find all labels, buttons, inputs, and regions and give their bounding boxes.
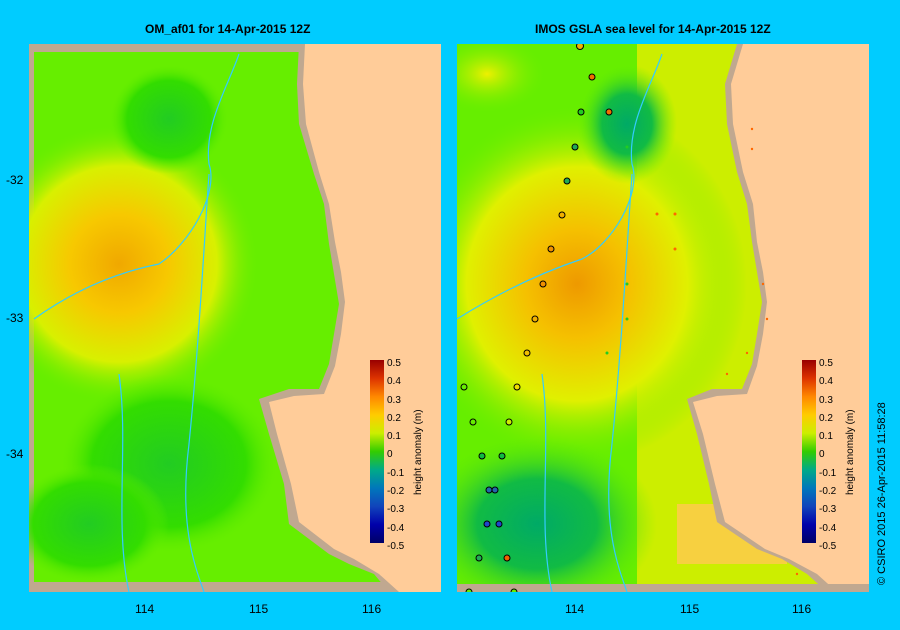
colorbar-left: 0.5 0.4 0.3 0.2 0.1 0 -0.1 -0.2 -0.3 -0.4 -0.5 hei…: [365, 355, 445, 555]
lon-tick-label: 114: [135, 602, 155, 616]
colorbar-title: height anomaly (m): [413, 409, 424, 495]
left-map-panel: [29, 44, 441, 592]
right-panel-title: IMOS GSLA sea level for 14-Apr-2015 12Z: [535, 22, 771, 36]
lat-tick-label: -34: [6, 447, 24, 461]
credit-text: © CSIRO 2015 26-Apr-2015 11:58:28: [876, 402, 888, 585]
lon-tick-label: 115: [249, 602, 269, 616]
land-area-right: [693, 44, 869, 592]
right-map-panel: [457, 44, 869, 592]
left-panel-title: OM_af01 for 14-Apr-2015 12Z: [145, 22, 311, 36]
colorbar-gradient: [370, 360, 384, 543]
observation-markers: [460, 44, 613, 592]
lon-tick-label: 116: [792, 602, 812, 616]
colorbar-title: height anomaly (m): [845, 409, 856, 495]
colorbar-right: 0.5 0.4 0.3 0.2 0.1 0 -0.1 -0.2 -0.3 -0.4 -0.5 hei…: [797, 355, 877, 555]
left-map-svg: [29, 44, 441, 592]
colorbar-gradient: [802, 360, 816, 543]
land-area-left: [269, 44, 441, 592]
lat-tick-label: -33: [6, 311, 24, 325]
lon-tick-label: 114: [565, 602, 585, 616]
right-map-svg: [457, 44, 869, 592]
positive-anomaly-right: [457, 104, 747, 464]
colorbar-ticks: 0.5 0.4 0.3 0.2 0.1 0 -0.1 -0.2 -0.3 -0.4 -0.5: [387, 358, 405, 552]
positive-anomaly-left: [29, 124, 259, 404]
small-observation-dots: [605, 127, 799, 576]
lon-tick-label: 115: [680, 602, 700, 616]
lon-tick-label: 116: [362, 602, 382, 616]
lat-tick-label: -32: [6, 173, 24, 187]
colorbar-ticks: 0.5 0.4 0.3 0.2 0.1 0 -0.1 -0.2 -0.3 -0.4 -0.5: [819, 358, 837, 552]
